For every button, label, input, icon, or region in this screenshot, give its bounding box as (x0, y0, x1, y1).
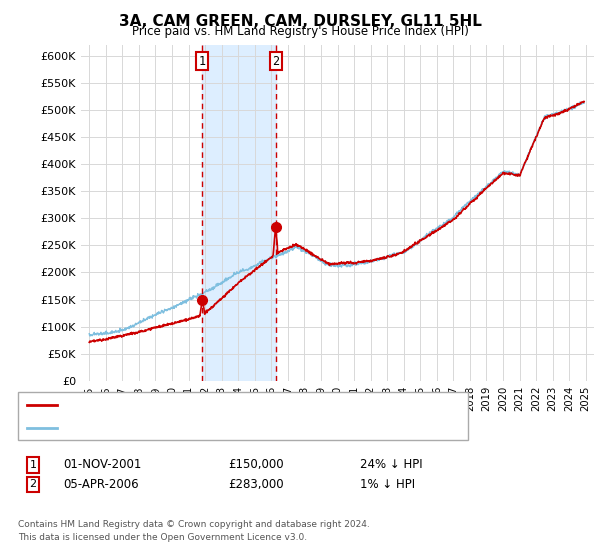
Text: 01-NOV-2001: 01-NOV-2001 (63, 458, 142, 472)
Text: Price paid vs. HM Land Registry's House Price Index (HPI): Price paid vs. HM Land Registry's House … (131, 25, 469, 38)
Text: 05-APR-2006: 05-APR-2006 (63, 478, 139, 491)
Text: £150,000: £150,000 (228, 458, 284, 472)
Text: 3A, CAM GREEN, CAM, DURSLEY, GL11 5HL: 3A, CAM GREEN, CAM, DURSLEY, GL11 5HL (119, 14, 481, 29)
Text: 24% ↓ HPI: 24% ↓ HPI (360, 458, 422, 472)
Text: 2: 2 (272, 54, 280, 68)
Text: 1% ↓ HPI: 1% ↓ HPI (360, 478, 415, 491)
Bar (202, 45, 276, 381)
Text: 3A, CAM GREEN, CAM, DURSLEY, GL11 5HL (detached house): 3A, CAM GREEN, CAM, DURSLEY, GL11 5HL (d… (63, 400, 405, 410)
Text: £283,000: £283,000 (228, 478, 284, 491)
Text: 2: 2 (29, 479, 37, 489)
Text: HPI: Average price, detached house, Stroud: HPI: Average price, detached house, Stro… (63, 423, 306, 433)
Text: 1: 1 (199, 54, 206, 68)
Text: 1: 1 (29, 460, 37, 470)
Text: Contains HM Land Registry data © Crown copyright and database right 2024.: Contains HM Land Registry data © Crown c… (18, 520, 370, 529)
Text: This data is licensed under the Open Government Licence v3.0.: This data is licensed under the Open Gov… (18, 533, 307, 542)
